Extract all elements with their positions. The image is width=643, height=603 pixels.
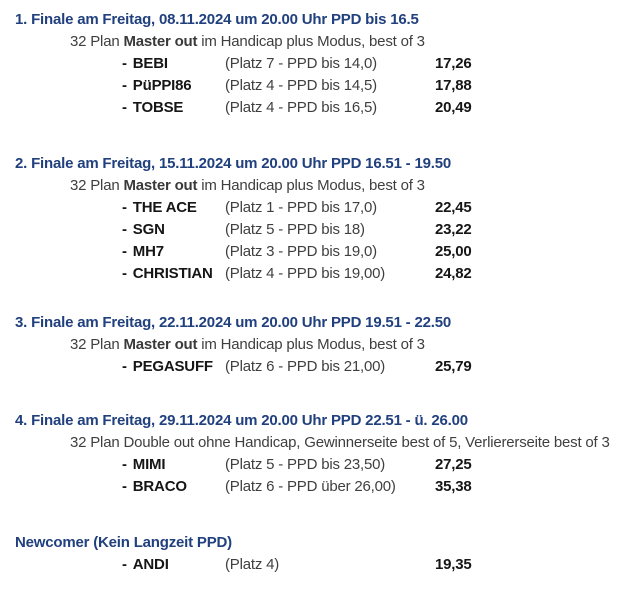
final-section-4: 4. Finale am Freitag, 29.11.2024 um 20.0… [0,410,643,498]
plan-line: 32 Plan Double out ohne Handicap, Gewinn… [0,432,643,454]
dash-bullet: - [122,55,127,72]
player-detail: (Platz 1 - PPD bis 17,0) [225,199,377,216]
section-title: Newcomer (Kein Langzeit PPD) [15,534,232,551]
player-row: - CHRISTIAN (Platz 4 - PPD bis 19,00) 24,… [0,263,643,285]
dash-bullet: - [122,243,127,260]
player-name-cell: - MH7 [122,241,225,263]
plan-prefix: 32 Plan [70,336,124,353]
section-title: 1. Finale am Freitag, 08.11.2024 um 20.0… [15,11,419,28]
player-name: MIMI [132,456,166,473]
final-section-2: 2. Finale am Freitag, 15.11.2024 um 20.0… [0,153,643,285]
player-row: - MIMI (Platz 5 - PPD bis 23,50) 27,25 [0,454,643,476]
player-name-cell: - PEGASUFF [122,356,225,378]
plan-line: 32 Plan Master out im Handicap plus Modu… [0,334,643,356]
plan-mode: Master out [123,336,198,353]
player-name-cell: - BRACO [122,476,225,498]
player-name: THE ACE [132,199,197,216]
player-name: PEGASUFF [132,358,213,375]
player-detail: (Platz 5 - PPD bis 23,50) [225,456,386,473]
player-row: - BRACO (Platz 6 - PPD über 26,00) 35,38 [0,476,643,498]
player-name: SGN [132,221,165,238]
player-name: BRACO [132,478,187,495]
newcomer-section: Newcomer (Kein Langzeit PPD) - ANDI (Plat… [0,532,643,576]
player-name: MH7 [132,243,164,260]
dash-bullet: - [122,77,127,94]
player-value: 22,45 [435,199,472,216]
player-name: PüPPI86 [132,77,192,94]
section-title: 2. Finale am Freitag, 15.11.2024 um 20.0… [15,155,451,172]
player-detail: (Platz 4) [225,556,280,573]
player-row: - THE ACE (Platz 1 - PPD bis 17,0) 22,45 [0,197,643,219]
player-value: 35,38 [435,478,472,495]
final-section-3: 3. Finale am Freitag, 22.11.2024 um 20.0… [0,312,643,378]
player-name-cell: - CHRISTIAN [122,263,225,285]
player-detail: (Platz 4 - PPD bis 16,5) [225,99,377,116]
player-name-cell: - TOBSE [122,97,225,119]
player-name-cell: - PüPPI86 [122,75,225,97]
dash-bullet: - [122,199,127,216]
player-detail: (Platz 6 - PPD bis 21,00) [225,358,386,375]
plan-suffix: im Handicap plus Modus, best of 3 [197,336,425,353]
player-row: - PEGASUFF (Platz 6 - PPD bis 21,00) 25,7… [0,356,643,378]
dash-bullet: - [122,99,127,116]
plan-mode: Master out [123,33,198,50]
dash-bullet: - [122,478,127,495]
player-detail: (Platz 4 - PPD bis 19,00) [225,265,386,282]
player-row: - PüPPI86 (Platz 4 - PPD bis 14,5) 17,88 [0,75,643,97]
player-name-cell: - MIMI [122,454,225,476]
player-row: - SGN (Platz 5 - PPD bis 18) 23,22 [0,219,643,241]
player-detail: (Platz 6 - PPD über 26,00) [225,478,396,495]
player-name: TOBSE [132,99,184,116]
plan-suffix: ohne Handicap, Gewinnerseite best of 5, … [194,434,610,451]
player-detail: (Platz 4 - PPD bis 14,5) [225,77,377,94]
player-name-cell: - BEBI [122,53,225,75]
dash-bullet: - [122,456,127,473]
plan-prefix: 32 Plan [70,434,124,451]
section-title: 3. Finale am Freitag, 22.11.2024 um 20.0… [15,314,451,331]
plan-mode: Double out [123,434,195,451]
plan-suffix: im Handicap plus Modus, best of 3 [197,177,425,194]
player-value: 20,49 [435,99,472,116]
player-name-cell: - THE ACE [122,197,225,219]
dash-bullet: - [122,265,127,282]
player-name-cell: - ANDI [122,554,225,576]
player-detail: (Platz 5 - PPD bis 18) [225,221,365,238]
player-value: 27,25 [435,456,472,473]
player-name: BEBI [132,55,168,72]
player-value: 25,00 [435,243,472,260]
final-section-1: 1. Finale am Freitag, 08.11.2024 um 20.0… [0,9,643,119]
player-value: 17,26 [435,55,472,72]
player-value: 24,82 [435,265,472,282]
player-name: CHRISTIAN [132,265,213,282]
player-row: - ANDI (Platz 4) 19,35 [0,554,643,576]
player-value: 19,35 [435,556,472,573]
player-detail: (Platz 7 - PPD bis 14,0) [225,55,377,72]
plan-prefix: 32 Plan [70,33,124,50]
player-value: 23,22 [435,221,472,238]
plan-mode: Master out [123,177,198,194]
player-name-cell: - SGN [122,219,225,241]
plan-line: 32 Plan Master out im Handicap plus Modu… [0,175,643,197]
plan-prefix: 32 Plan [70,177,124,194]
dash-bullet: - [122,221,127,238]
player-value: 17,88 [435,77,472,94]
dash-bullet: - [122,358,127,375]
plan-suffix: im Handicap plus Modus, best of 3 [197,33,425,50]
dash-bullet: - [122,556,127,573]
player-row: - BEBI (Platz 7 - PPD bis 14,0) 17,26 [0,53,643,75]
player-detail: (Platz 3 - PPD bis 19,0) [225,243,377,260]
player-value: 25,79 [435,358,472,375]
plan-line: 32 Plan Master out im Handicap plus Modu… [0,31,643,53]
player-row: - TOBSE (Platz 4 - PPD bis 16,5) 20,49 [0,97,643,119]
player-row: - MH7 (Platz 3 - PPD bis 19,0) 25,00 [0,241,643,263]
section-title: 4. Finale am Freitag, 29.11.2024 um 20.0… [15,412,468,429]
player-name: ANDI [132,556,169,573]
